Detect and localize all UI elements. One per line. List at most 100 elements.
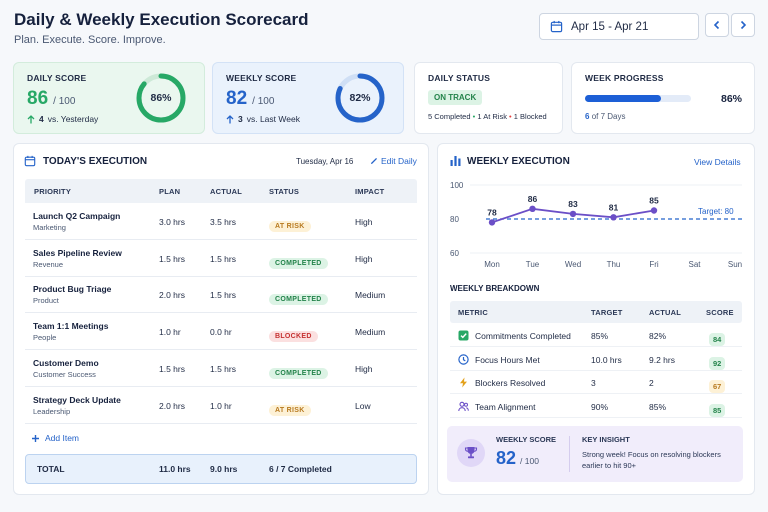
week-progress-card: WEEK PROGRESS 86% 6 of 7 Days [571, 62, 755, 134]
x-tick-label: Wed [565, 260, 581, 269]
data-point [610, 214, 617, 221]
daily-score-value: 86 [27, 88, 49, 109]
score-badge: 67 [709, 380, 726, 393]
weekly-line-chart: 100 80 60 Target: 80 78 86 83 81 85 Mon Tue Wed Thu F… [450, 181, 742, 269]
progress-fill [585, 95, 662, 102]
task-impact: Medium [355, 327, 386, 338]
task-actual: 1.5 hrs [210, 253, 236, 264]
date-range-picker[interactable]: Apr 15 - Apr 21 [539, 13, 699, 40]
col-actual: ACTUAL [210, 187, 243, 196]
col-target: TARGET [591, 308, 623, 317]
lightning-icon [460, 377, 467, 388]
add-item-button[interactable]: Add Item [31, 433, 79, 443]
data-label: 78 [487, 207, 497, 217]
key-insight-label: KEY INSIGHT [582, 435, 630, 444]
on-track-badge: ON TRACK [428, 90, 483, 105]
task-name: Launch Q2 Campaign [33, 211, 121, 221]
status-badge: BLOCKED [269, 331, 318, 343]
progress-percent: 86% [721, 93, 743, 105]
data-point [488, 219, 496, 226]
task-actual: 1.0 hr [210, 400, 232, 411]
task-impact: Low [355, 400, 371, 411]
total-actual: 9.0 hrs [210, 464, 238, 474]
y-tick-label: 60 [450, 249, 459, 258]
weekly-ring-label: 82% [349, 92, 371, 104]
next-week-button[interactable] [731, 13, 755, 37]
task-category: Product [33, 296, 59, 306]
daily-delta-value: 4 [39, 114, 44, 124]
task-plan: 2.0 hrs [159, 290, 185, 301]
task-name: Team 1:1 Meetings [33, 321, 109, 332]
chevron-right-icon [740, 20, 747, 30]
total-status: 6 / 7 Completed [269, 464, 332, 474]
breakdown-row: Blockers Resolved 3 2 67 [450, 371, 742, 394]
total-plan: 11.0 hrs [159, 464, 191, 474]
summary-score-label: WEEKLY SCORE [496, 435, 557, 444]
task-impact: High [355, 217, 373, 227]
metric-actual: 9.2 hrs [649, 354, 675, 365]
team-icon [458, 401, 469, 411]
metric-actual: 82% [649, 331, 667, 341]
today-date: Tuesday, Apr 16 [296, 157, 354, 166]
table-row[interactable]: Sales Pipeline Review Revenue 1.5 hrs 1.5 h… [25, 240, 417, 277]
table-row[interactable]: Launch Q2 Campaign Marketing 3.0 hrs 3.5 hr… [25, 203, 417, 240]
weekly-execution-title: WEEKLY EXECUTION [467, 156, 570, 167]
summary-divider [569, 436, 570, 472]
task-name: Strategy Deck Update [33, 394, 121, 405]
table-row[interactable]: Product Bug Triage Product 2.0 hrs 1.5 hrs C… [25, 276, 417, 314]
data-label: 81 [609, 202, 619, 212]
x-tick-label: Thu [607, 260, 621, 269]
y-tick-label: 100 [450, 181, 464, 190]
completed-count: 5 Completed [428, 112, 471, 121]
daily-status-label: DAILY STATUS [428, 73, 491, 83]
summary-score-value: 82 [496, 448, 517, 468]
metric-name: Commitments Completed [475, 331, 571, 341]
col-actual: ACTUAL [649, 308, 682, 317]
calendar-icon [24, 155, 36, 167]
separator-dot: • [472, 112, 476, 121]
edit-daily-button[interactable]: Edit Daily [370, 156, 417, 166]
add-item-label: Add Item [45, 433, 80, 443]
data-label: 83 [568, 199, 578, 209]
weekly-score-ring [335, 73, 385, 123]
table-row[interactable]: Team 1:1 Meetings People 1.0 hr 0.0 hr BLOCK… [25, 313, 417, 351]
table-row[interactable]: Customer Demo Customer Success 1.5 hrs 1.5 … [25, 350, 417, 387]
view-details-link[interactable]: View Details [694, 157, 741, 167]
metric-target: 10.0 hrs [591, 354, 622, 365]
weekly-score-card: WEEKLY SCORE 82 / 100 3 vs. Last Week 82… [212, 62, 404, 134]
weekly-breakdown-title: WEEKLY BREAKDOWN [450, 284, 540, 293]
breakdown-row: Team Alignment 90% 85% 85 [450, 395, 742, 418]
metric-actual: 2 [649, 378, 654, 388]
daily-score-arc [136, 73, 186, 123]
data-label: 86 [528, 194, 538, 204]
pencil-icon [371, 158, 377, 164]
x-tick-label: Mon [484, 260, 500, 269]
metric-target: 85% [591, 331, 609, 341]
task-category: People [33, 333, 57, 343]
x-tick-label: Tue [526, 260, 540, 269]
data-label: 85 [649, 196, 659, 206]
page-subtitle: Plan. Execute. Score. Improve. [14, 34, 166, 46]
task-name: Customer Demo [33, 357, 99, 368]
task-actual: 1.5 hrs [210, 363, 236, 374]
metric-name: Focus Hours Met [475, 354, 540, 365]
calendar-icon [550, 20, 563, 33]
task-actual: 3.5 hrs [210, 217, 236, 227]
todays-execution-title: TODAY'S EXECUTION [43, 156, 148, 167]
status-badge: COMPLETED [269, 294, 328, 306]
table-row[interactable]: Strategy Deck Update Leadership 2.0 hrs 1.0… [25, 387, 417, 424]
key-insight-text: Strong week! Focus on resolving blockers… [582, 450, 721, 471]
daily-score-card: DAILY SCORE 86 / 100 4 vs. Yesterday 86% [13, 62, 205, 134]
chevron-left-icon [713, 20, 720, 30]
x-tick-label: Sat [688, 260, 701, 269]
status-badge: AT RISK [269, 404, 311, 416]
summary-score-outof: / 100 [520, 456, 539, 466]
days-done: 6 [585, 112, 590, 121]
separator-dot: • [509, 112, 512, 121]
prev-week-button[interactable] [705, 13, 729, 37]
daily-ring-label: 86% [150, 92, 172, 104]
x-tick-label: Fri [649, 260, 659, 269]
plus-icon [32, 434, 39, 442]
data-point [529, 205, 536, 212]
col-impact: IMPACT [355, 187, 385, 196]
